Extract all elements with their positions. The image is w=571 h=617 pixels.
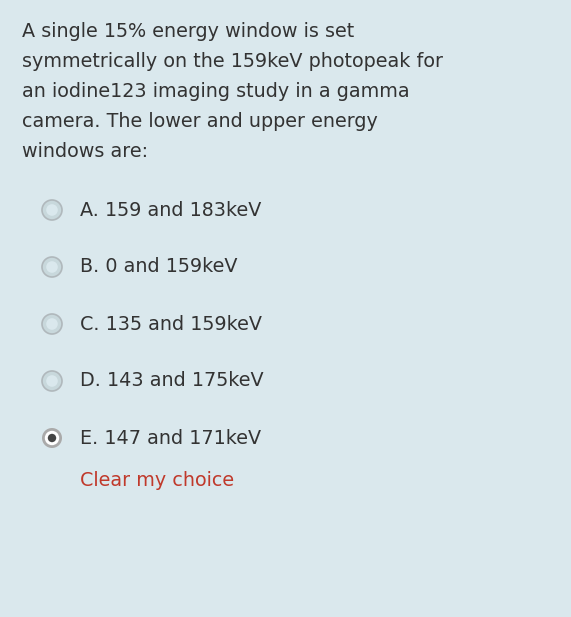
Circle shape	[42, 200, 62, 220]
Circle shape	[46, 261, 58, 273]
Text: E. 147 and 171keV: E. 147 and 171keV	[80, 428, 261, 447]
Text: camera. The lower and upper energy: camera. The lower and upper energy	[22, 112, 378, 131]
Text: A single 15% energy window is set: A single 15% energy window is set	[22, 22, 354, 41]
Circle shape	[46, 204, 58, 216]
Circle shape	[42, 314, 62, 334]
Text: symmetrically on the 159keV photopeak for: symmetrically on the 159keV photopeak fo…	[22, 52, 443, 71]
Text: B. 0 and 159keV: B. 0 and 159keV	[80, 257, 238, 276]
Text: C. 135 and 159keV: C. 135 and 159keV	[80, 315, 262, 334]
Circle shape	[48, 434, 56, 442]
Text: an iodine123 imaging study in a gamma: an iodine123 imaging study in a gamma	[22, 82, 409, 101]
Text: Clear my choice: Clear my choice	[80, 471, 234, 489]
Text: A. 159 and 183keV: A. 159 and 183keV	[80, 201, 262, 220]
Text: windows are:: windows are:	[22, 142, 148, 161]
Circle shape	[42, 257, 62, 277]
Circle shape	[45, 431, 59, 445]
Circle shape	[42, 428, 62, 448]
Circle shape	[42, 371, 62, 391]
Text: D. 143 and 175keV: D. 143 and 175keV	[80, 371, 264, 391]
Circle shape	[46, 375, 58, 387]
Circle shape	[46, 318, 58, 330]
